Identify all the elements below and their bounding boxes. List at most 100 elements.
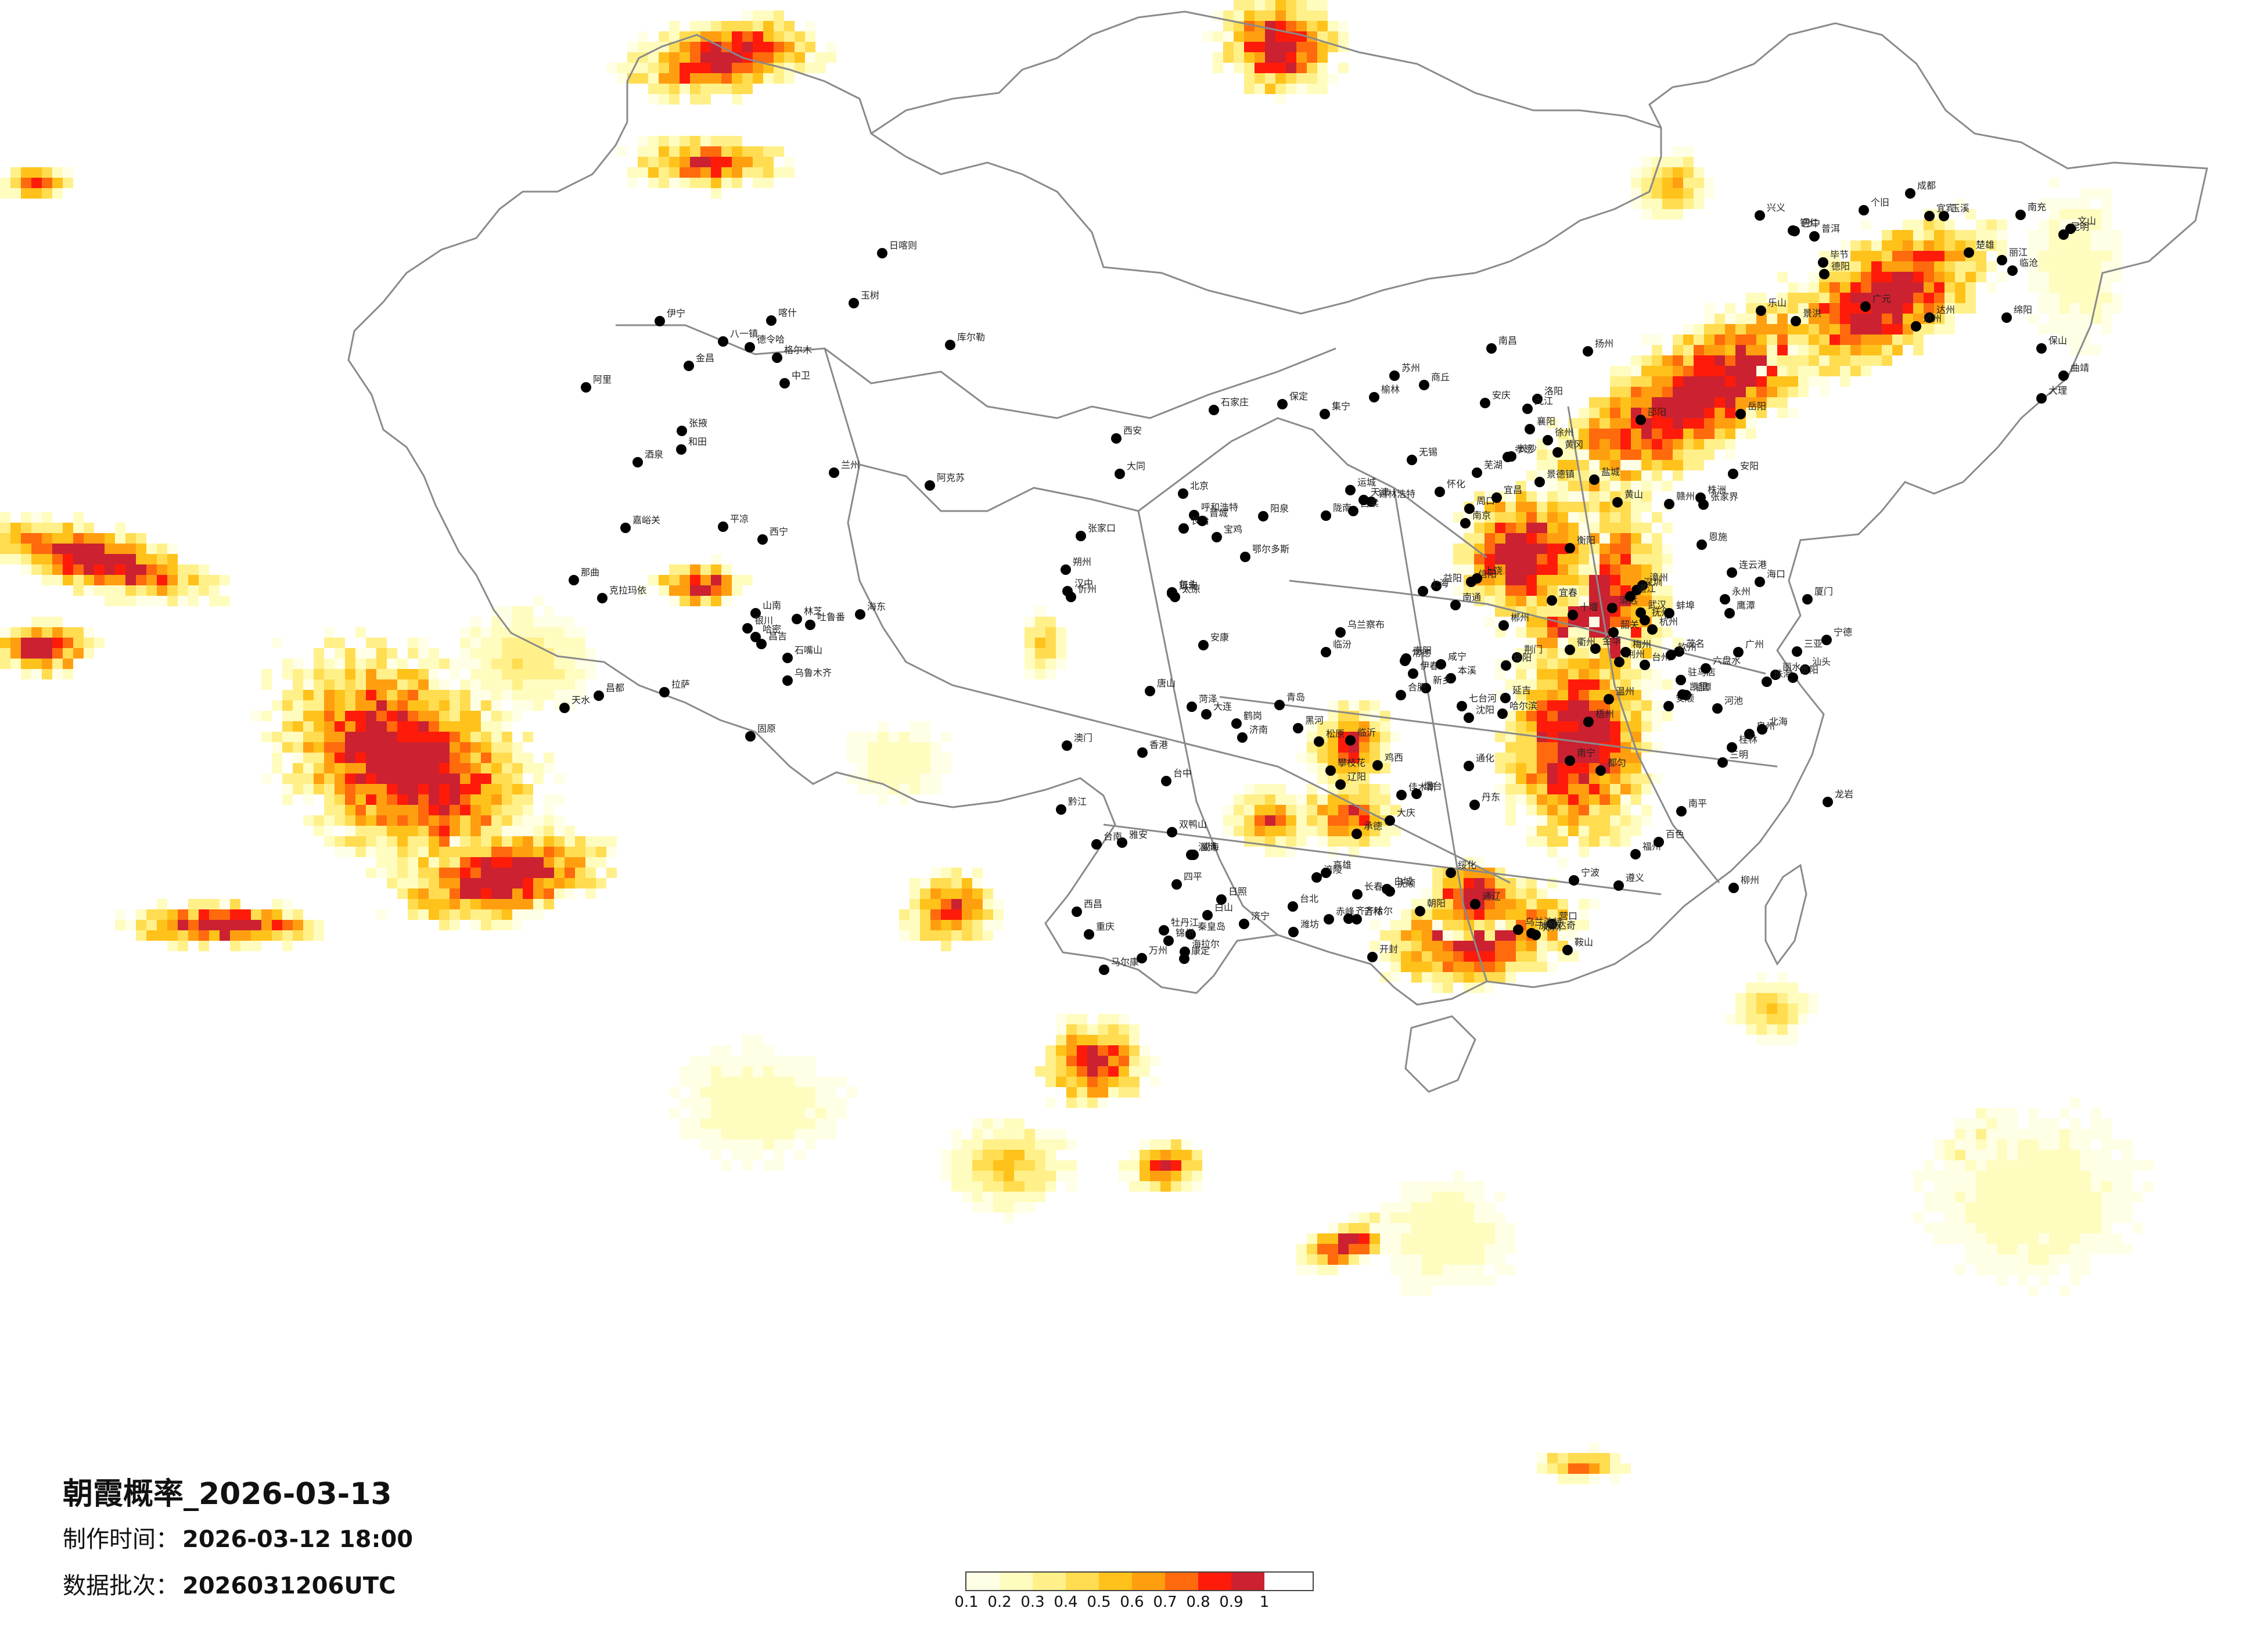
probability-cell bbox=[1244, 31, 1255, 42]
probability-cell bbox=[1505, 909, 1516, 920]
probability-cell bbox=[1045, 648, 1056, 659]
probability-cell bbox=[1380, 930, 1390, 941]
probability-cell bbox=[1307, 742, 1317, 753]
probability-cell bbox=[324, 669, 335, 679]
probability-cell bbox=[31, 638, 42, 648]
probability-cell bbox=[0, 648, 10, 659]
probability-cell bbox=[700, 575, 711, 585]
probability-cell bbox=[2080, 293, 2091, 303]
probability-cell bbox=[1505, 805, 1516, 815]
probability-cell bbox=[1516, 962, 1526, 972]
probability-cell bbox=[815, 1098, 826, 1108]
probability-cell bbox=[1244, 10, 1255, 21]
probability-cell bbox=[502, 878, 512, 888]
probability-cell bbox=[42, 512, 52, 523]
probability-cell bbox=[1443, 1265, 1453, 1275]
probability-cell bbox=[2080, 188, 2091, 199]
city-label: 洛阳 bbox=[1544, 386, 1563, 397]
probability-cell bbox=[1150, 1150, 1160, 1160]
probability-cell bbox=[1150, 1181, 1160, 1192]
probability-cell bbox=[105, 544, 115, 554]
probability-cell bbox=[1390, 951, 1401, 962]
probability-cell bbox=[753, 1066, 763, 1077]
probability-cell bbox=[1756, 293, 1767, 303]
probability-cell bbox=[1944, 272, 1955, 282]
city-label: 遵义 bbox=[1626, 872, 1644, 883]
probability-cell bbox=[450, 721, 460, 732]
probability-cell bbox=[983, 1181, 993, 1192]
probability-cell bbox=[784, 157, 795, 167]
probability-cell bbox=[282, 742, 293, 753]
probability-cell bbox=[1537, 711, 1547, 721]
probability-cell bbox=[1045, 1098, 1056, 1108]
probability-cell bbox=[1589, 1442, 1600, 1453]
probability-cell bbox=[282, 669, 293, 679]
probability-cell bbox=[282, 930, 293, 941]
probability-cell bbox=[1244, 794, 1255, 805]
probability-cell bbox=[188, 564, 199, 575]
probability-cell bbox=[1600, 1453, 1610, 1463]
probability-cell bbox=[1620, 774, 1631, 784]
city-marker: 高雄 bbox=[1321, 859, 1352, 878]
probability-cell bbox=[1558, 721, 1568, 732]
probability-cell bbox=[1108, 1087, 1119, 1098]
probability-cell bbox=[941, 941, 951, 951]
probability-cell bbox=[554, 794, 565, 805]
probability-cell bbox=[972, 1181, 983, 1192]
probability-cell bbox=[2080, 220, 2091, 230]
probability-cell bbox=[115, 533, 125, 544]
probability-cell bbox=[314, 753, 324, 763]
probability-cell bbox=[502, 794, 512, 805]
probability-cell bbox=[1976, 251, 1986, 261]
city-dot bbox=[1500, 693, 1511, 703]
probability-cell bbox=[1819, 387, 1830, 397]
probability-cell bbox=[73, 512, 84, 523]
probability-cell bbox=[1464, 1202, 1474, 1213]
probability-cell bbox=[1610, 376, 1620, 387]
probability-cell bbox=[690, 1108, 700, 1118]
probability-cell bbox=[700, 73, 711, 84]
probability-cell bbox=[1631, 387, 1641, 397]
probability-cell bbox=[470, 878, 481, 888]
city-marker: 澳门 bbox=[1062, 732, 1092, 751]
probability-cell bbox=[314, 700, 324, 711]
probability-cell bbox=[753, 1035, 763, 1045]
probability-cell bbox=[690, 42, 700, 52]
probability-cell bbox=[1944, 1223, 1955, 1233]
probability-cell bbox=[1620, 481, 1631, 491]
city-label: 大理 bbox=[2048, 385, 2067, 396]
probability-cell bbox=[1370, 1244, 1380, 1254]
probability-cell bbox=[1631, 366, 1641, 376]
probability-cell bbox=[700, 585, 711, 596]
probability-cell bbox=[1579, 606, 1589, 617]
city-label: 文山 bbox=[2077, 215, 2096, 226]
probability-cell bbox=[774, 10, 784, 21]
probability-cell bbox=[1620, 418, 1631, 429]
city-label: 那曲 bbox=[581, 567, 599, 578]
probability-cell bbox=[1098, 1098, 1108, 1108]
probability-cell bbox=[847, 753, 857, 763]
probability-cell bbox=[1704, 366, 1715, 376]
city-marker: 都匀 bbox=[1595, 757, 1626, 776]
probability-cell bbox=[1443, 888, 1453, 899]
city-label: 永州 bbox=[1732, 586, 1751, 597]
probability-cell bbox=[742, 1150, 753, 1160]
probability-cell bbox=[983, 920, 993, 930]
probability-cell bbox=[303, 815, 314, 826]
probability-cell bbox=[1620, 638, 1631, 648]
probability-cell bbox=[1349, 700, 1359, 711]
probability-cell bbox=[2101, 303, 2112, 314]
probability-cell bbox=[94, 638, 105, 648]
city-marker: 北海 bbox=[1757, 716, 1788, 735]
probability-cell bbox=[1704, 418, 1715, 429]
city-label: 开封 bbox=[1379, 944, 1398, 955]
city-marker: 河池 bbox=[1712, 695, 1743, 714]
probability-cell bbox=[732, 42, 742, 52]
probability-cell bbox=[1871, 282, 1882, 293]
probability-cell bbox=[1077, 1024, 1087, 1035]
city-label: 汕头 bbox=[1812, 656, 1831, 667]
city-marker: 三亚 bbox=[1792, 638, 1823, 657]
probability-cell bbox=[1620, 470, 1631, 481]
probability-cell bbox=[2091, 1150, 2101, 1160]
probability-cell bbox=[1652, 512, 1662, 523]
